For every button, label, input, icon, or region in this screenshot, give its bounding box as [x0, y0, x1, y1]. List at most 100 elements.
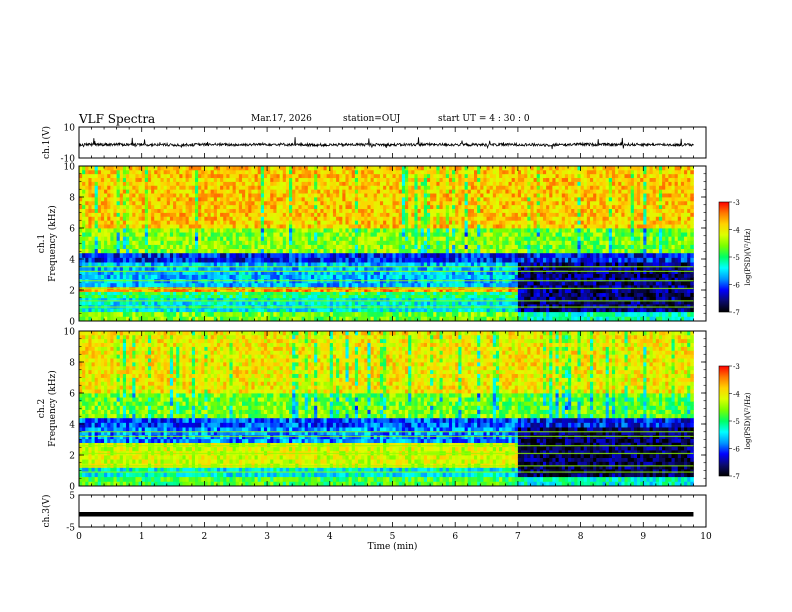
ch1-spectrogram-cell: [226, 301, 230, 306]
ch1-spectrogram-cell: [411, 208, 415, 213]
ch1-spectrogram-cell: [276, 228, 281, 233]
ch1-spectrogram-cell: [301, 200, 306, 206]
ch1-spectrogram-cell: [188, 274, 193, 280]
ch1-spectrogram-cell: [179, 200, 183, 206]
ch1-spectrogram-cell: [204, 301, 208, 306]
ch1-spectrogram-cell: [458, 228, 462, 233]
ch1-spectrogram-cell: [461, 301, 465, 306]
ch1-spectrogram-cell: [405, 266, 409, 271]
ch1-spectrogram-cell: [367, 204, 371, 210]
ch1-spectrogram-cell: [304, 236, 309, 241]
ch1-spectrogram-cell: [97, 232, 102, 237]
ch1-spectrogram-cell: [232, 204, 237, 210]
ch1-spectrogram-cell: [417, 212, 422, 217]
ch1-spectrogram-cell: [100, 236, 105, 241]
ch1-spectrogram-cell: [370, 173, 375, 179]
ch1-spectrogram-cell: [235, 282, 240, 288]
ch1-spectrogram-cell: [461, 220, 465, 225]
ch1-spectrogram-cell: [458, 294, 462, 299]
ch1-spectrogram-cell: [204, 185, 208, 190]
ch1-spectrogram-cell: [169, 232, 174, 237]
ch1-spectrogram-cell: [166, 200, 171, 206]
ch1-spectrogram-cell: [376, 291, 381, 296]
ch1-spectrogram-cell: [430, 232, 434, 237]
ch1-spectrogram-cell: [461, 248, 465, 254]
ch1-spectrogram-cell: [314, 270, 318, 275]
ch1-spectrogram-cell: [138, 166, 143, 171]
ch1-spectrogram-cell: [279, 166, 284, 171]
ch1-spectrogram-cell: [317, 274, 321, 280]
ch1-spectrogram-cell: [364, 228, 368, 233]
ch1-spectrogram-cell: [110, 289, 114, 292]
ch1-spectrogram-cell: [226, 308, 230, 313]
ch1-spectrogram-cell: [110, 297, 114, 302]
ch1-spectrogram-cell: [126, 266, 130, 271]
ch1-spectrogram-cell: [235, 169, 240, 175]
ch1-spectrogram-cell: [389, 228, 393, 233]
ch1-spectrogram-cell: [191, 308, 196, 313]
ch1-spectrogram-cell: [223, 240, 227, 245]
ch1-spectrogram-cell: [386, 208, 390, 213]
ch1-spectrogram-cell: [373, 301, 378, 306]
ch1-spectrogram-cell: [104, 252, 108, 258]
ch1-spectrogram-cell: [323, 252, 328, 258]
ch1-spectrogram-cell: [373, 257, 378, 263]
ch1-spectrogram-cell: [226, 252, 230, 258]
ch1-spectrogram-cell: [408, 169, 412, 175]
ch1-spectrogram-cell: [292, 262, 296, 267]
ch1-spectrogram-cell: [267, 220, 271, 225]
ch1-spectrogram-cell: [367, 189, 371, 194]
ch1-spectrogram-cell: [263, 301, 268, 306]
ch1-spectrogram-cell: [307, 262, 312, 267]
ch1-spectrogram-cell: [267, 274, 271, 280]
ch1-spectrogram-cell: [173, 193, 177, 198]
ch1-spectrogram-cell: [439, 189, 444, 194]
ch1-spectrogram-cell: [188, 204, 193, 210]
ch1-spectrogram-cell: [85, 244, 89, 250]
ch1-spectrogram-cell: [364, 232, 368, 237]
ch1-spectrogram-cell: [251, 291, 255, 296]
ch1-spectrogram-cell: [242, 189, 246, 194]
ch1-spectrogram-cell: [91, 189, 96, 194]
ch1-spectrogram-cell: [238, 311, 243, 317]
ch1-spectrogram-cell: [304, 193, 309, 198]
ch1-spectrogram-cell: [204, 252, 208, 258]
ch1-spectrogram-cell: [104, 308, 108, 313]
ch1-spectrogram-cell: [267, 311, 271, 317]
ch1-spectrogram-cell: [408, 308, 412, 313]
ch1-spectrogram-cell: [220, 316, 224, 321]
ch1-spectrogram-cell: [348, 228, 353, 233]
ch1-spectrogram-cell: [104, 316, 108, 321]
ch1-spectrogram-cell: [100, 266, 105, 271]
ch1-spectrogram-cell: [188, 173, 193, 179]
ch1-spectrogram-cell: [97, 216, 102, 221]
ch1-spectrogram-cell: [395, 189, 400, 194]
ch1-spectrogram-cell: [198, 166, 202, 171]
ch1-spectrogram-cell: [254, 208, 259, 213]
ch1-spectrogram-cell: [423, 252, 428, 258]
ch1-spectrogram-cell: [88, 282, 92, 288]
ch1-spectrogram-cell: [154, 224, 158, 229]
ch1-spectrogram-cell: [433, 189, 437, 194]
ch1-spectrogram-cell: [307, 177, 312, 182]
ch1-spectrogram-cell: [461, 216, 465, 221]
ch1-spectrogram-cell: [267, 291, 271, 296]
ch1-spectrogram-cell: [386, 289, 390, 292]
ch1-spectrogram-cell: [91, 297, 96, 302]
ch1-spectrogram-cell: [220, 224, 224, 229]
ch1-spectrogram-cell: [455, 297, 459, 302]
ch1-spectrogram-cell: [289, 232, 293, 237]
ch1-spectrogram-cell: [461, 169, 465, 175]
ch1-spectrogram-cell: [169, 240, 174, 245]
ch1-spectrogram-cell: [310, 212, 315, 217]
ch1-spectrogram-cell: [336, 208, 340, 213]
ch1-spectrogram-cell: [339, 228, 343, 233]
ch1-spectrogram-cell: [210, 270, 215, 275]
ch1-spectrogram-cell: [464, 248, 469, 254]
ch1-spectrogram-cell: [332, 311, 337, 317]
ch1-spectrogram-cell: [448, 262, 453, 267]
ch1-spectrogram-cell: [151, 200, 155, 206]
ch1-spectrogram-cell: [414, 236, 418, 241]
ch1-spectrogram-cell: [210, 301, 215, 306]
ch1-spectrogram-cell: [176, 232, 180, 237]
